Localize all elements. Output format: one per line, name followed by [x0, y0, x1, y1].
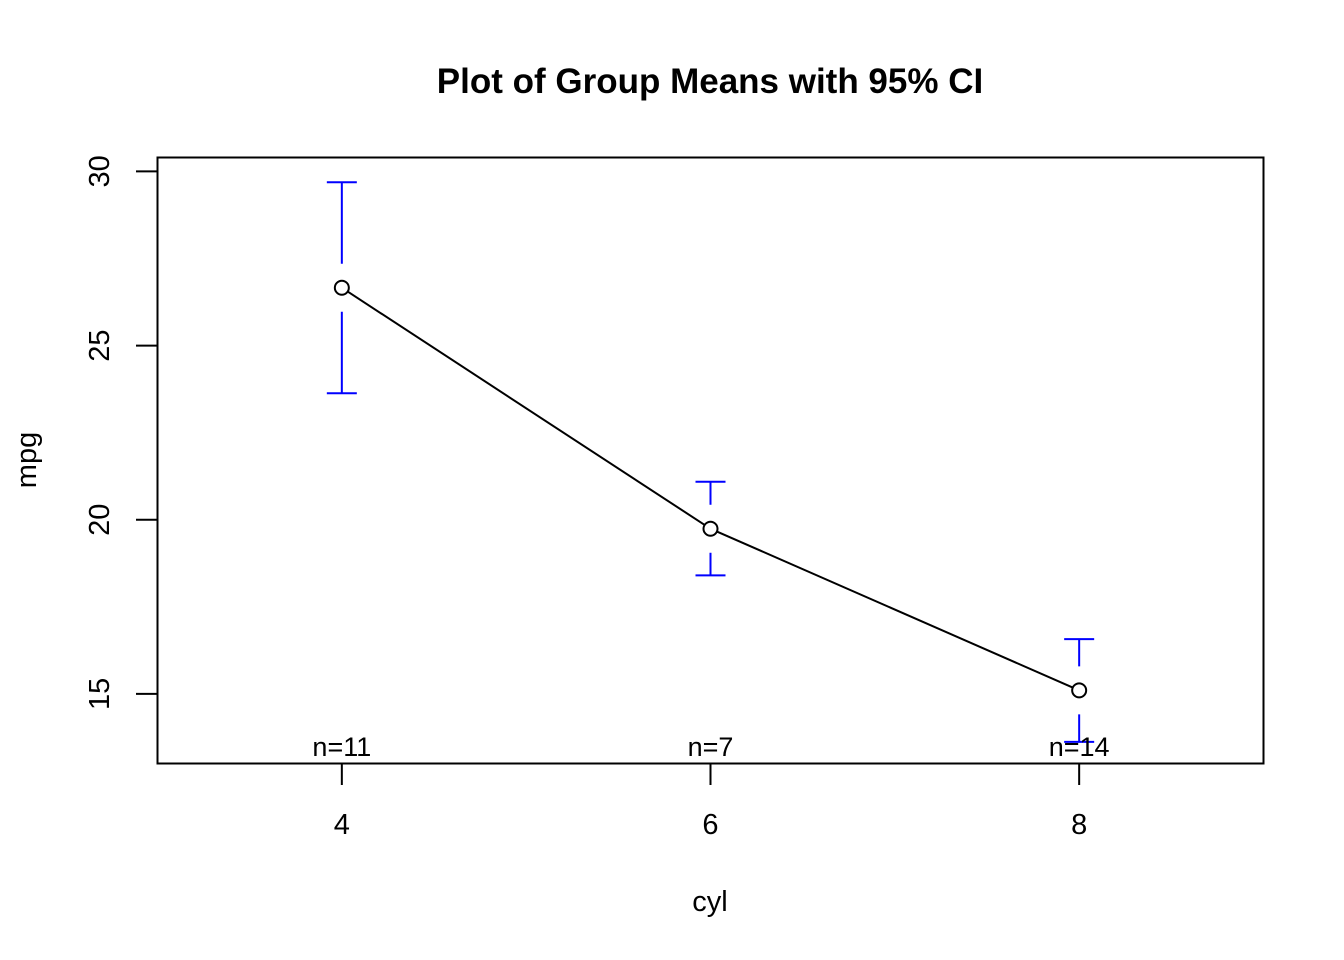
y-axis: 15 20 25 30 — [84, 155, 159, 710]
y-tick-label: 20 — [84, 504, 116, 536]
x-tick-label: 6 — [702, 809, 718, 841]
error-bar — [695, 480, 726, 577]
x-tick-label: 8 — [1071, 809, 1087, 841]
y-tick-label: 15 — [84, 678, 116, 710]
n-labels: n=11 n=7 n=14 — [312, 732, 1109, 762]
chart-title: Plot of Group Means with 95% CI — [437, 62, 983, 101]
x-axis: 4 6 8 — [334, 762, 1087, 841]
series-layer — [326, 181, 1095, 743]
series-line-segment — [347, 290, 706, 526]
data-point — [1071, 682, 1088, 699]
data-point — [702, 520, 719, 537]
error-bar — [1064, 638, 1095, 743]
plot-frame — [156, 156, 1265, 765]
sample-size-label: n=11 — [312, 732, 371, 762]
sample-size-label: n=7 — [688, 732, 734, 762]
y-tick-label: 25 — [84, 329, 116, 361]
x-axis-label: cyl — [692, 886, 727, 918]
series-line-segment — [716, 530, 1074, 689]
data-point — [333, 279, 350, 296]
x-tick-label: 4 — [334, 809, 350, 841]
y-tick-label: 30 — [84, 155, 116, 187]
y-axis-label: mpg — [11, 432, 43, 488]
sample-size-label: n=14 — [1049, 732, 1110, 762]
error-bar — [326, 181, 357, 395]
